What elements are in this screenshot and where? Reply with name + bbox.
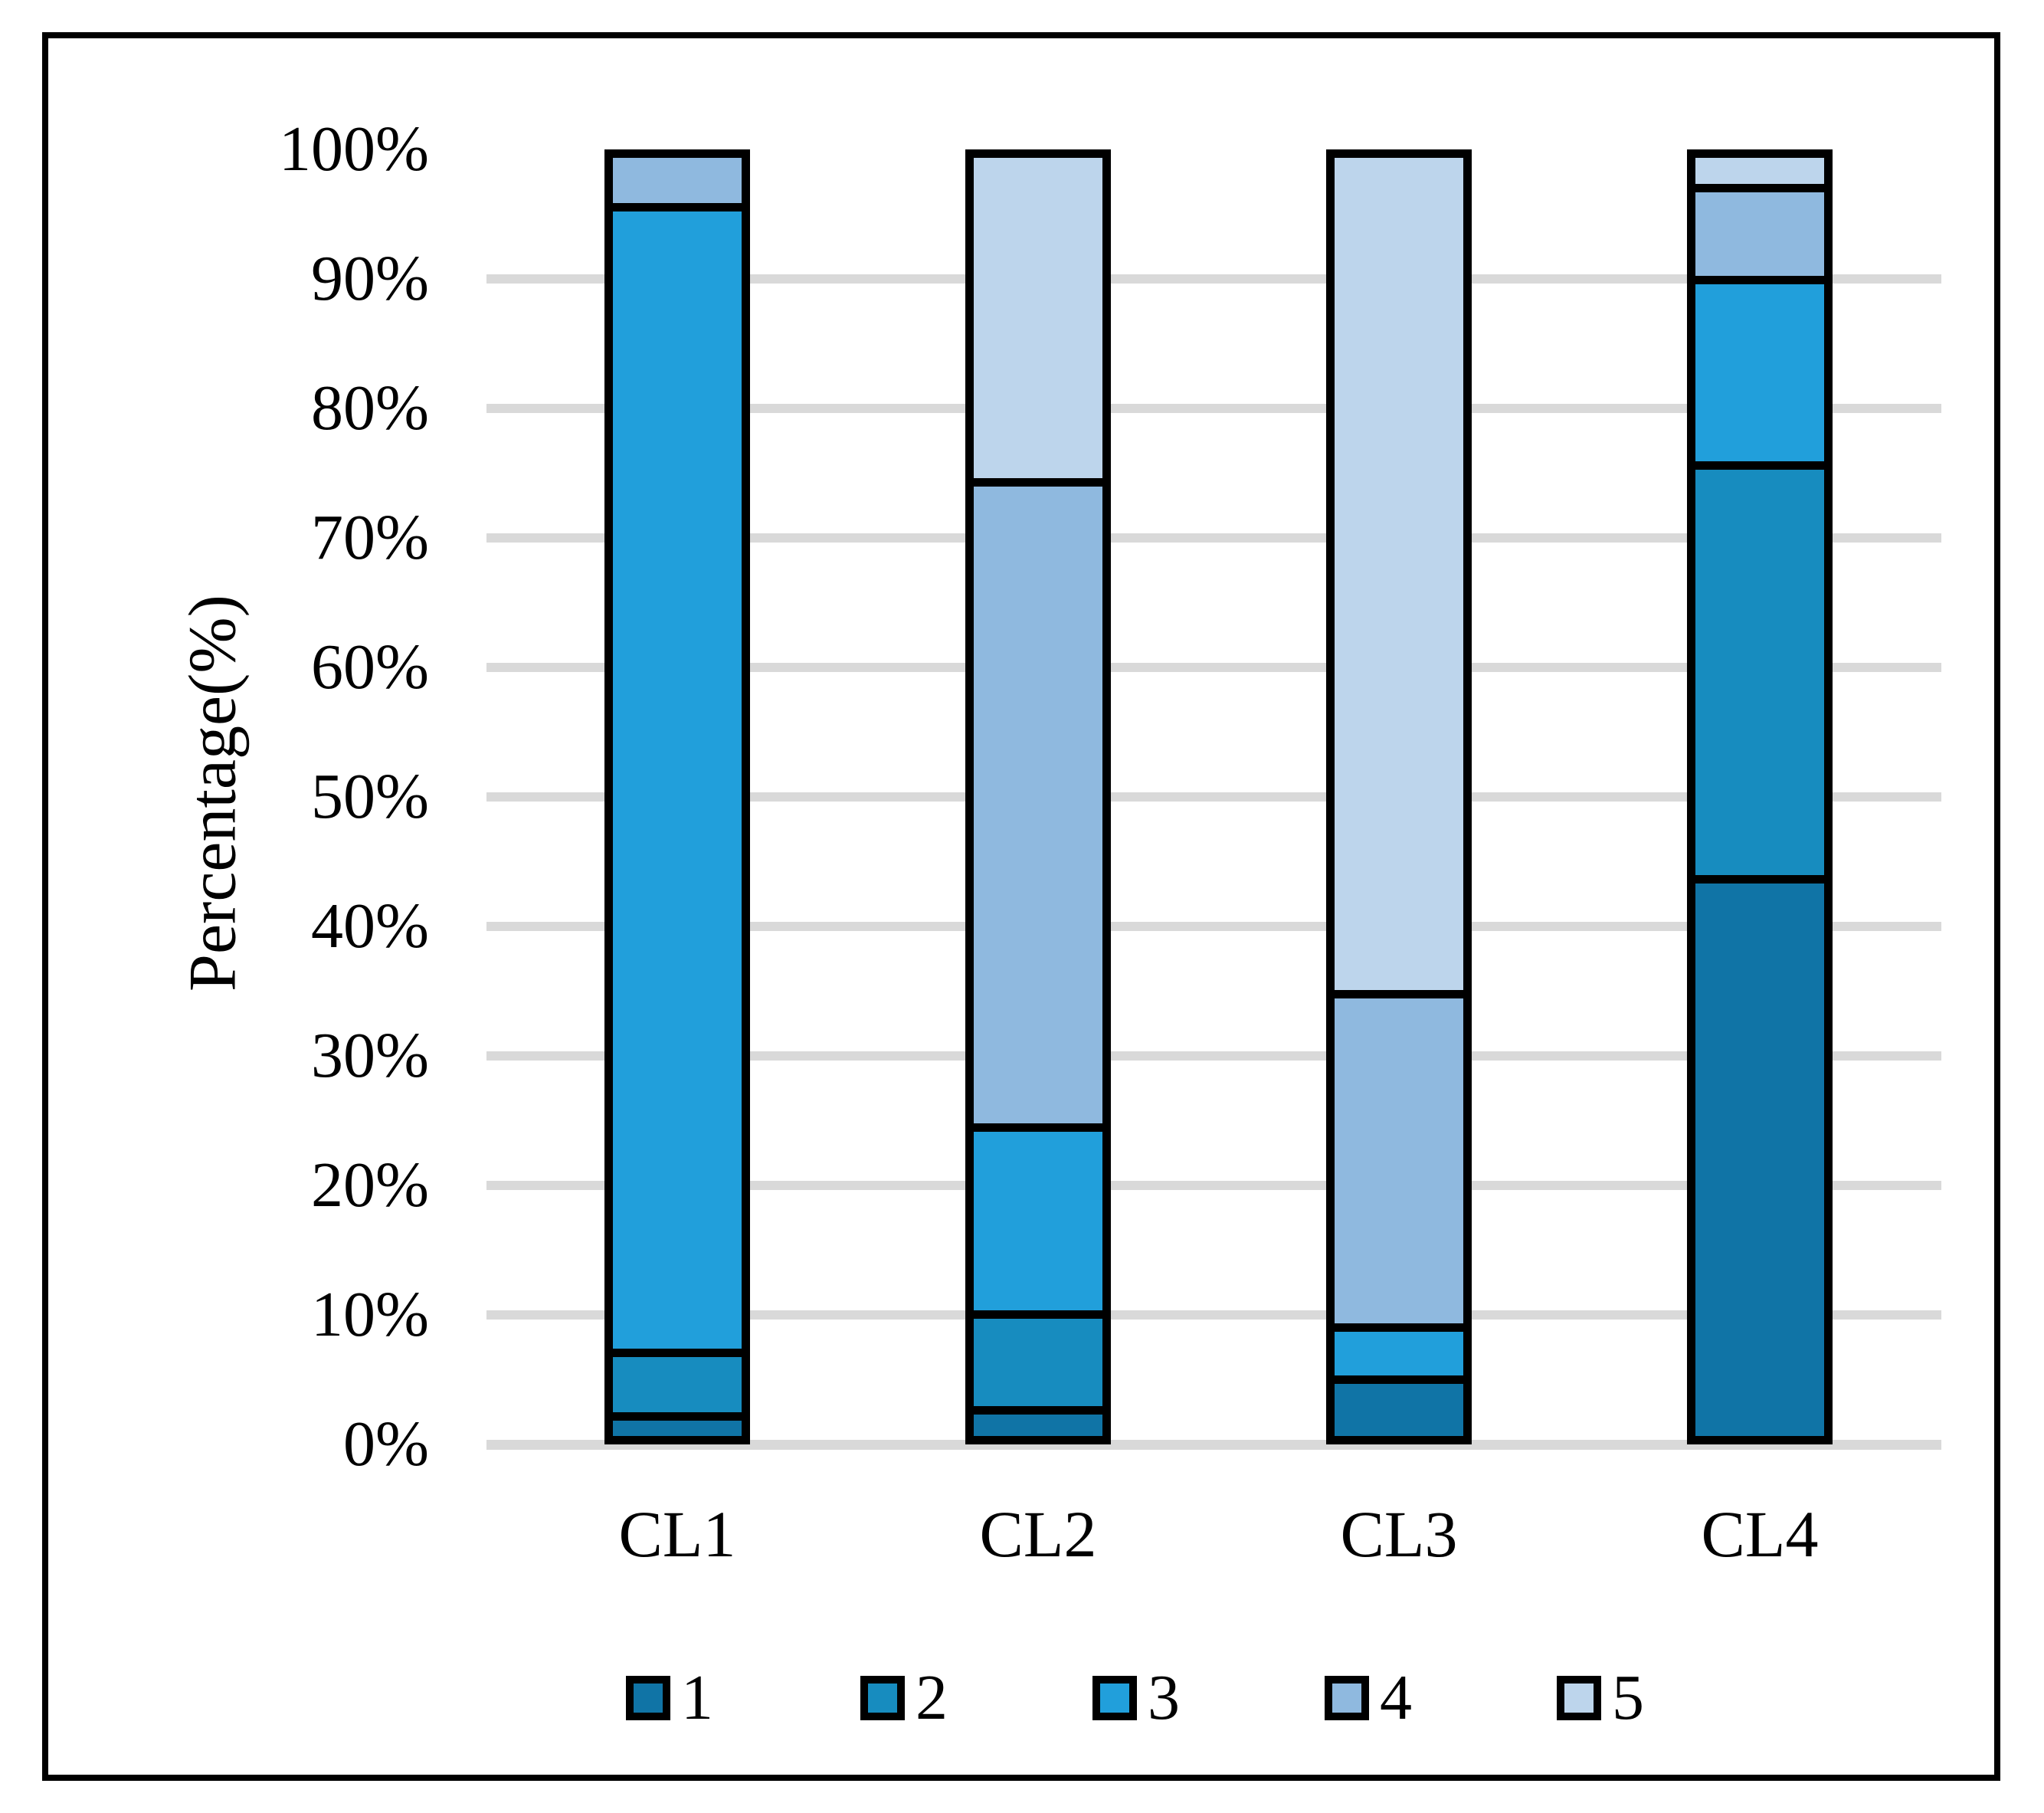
gridline-80% [486,404,1941,413]
legend-swatch-3 [1092,1676,1137,1720]
gridline-40% [486,922,1941,931]
gridline-20% [486,1181,1941,1190]
gridline-30% [486,1051,1941,1061]
bar-segment-CL2-series-3 [974,1132,1102,1319]
gridline-0% [486,1440,1941,1450]
figure-border-frame [42,32,2000,1781]
bar-segment-CL2-series-5 [974,158,1102,487]
legend-label-2: 2 [916,1662,948,1733]
bar-segment-CL3-series-4 [1335,998,1463,1332]
legend-item-1: 1 [626,1662,713,1733]
stacked-bar-CL1 [604,149,750,1444]
stacked-bar-CL3 [1326,149,1472,1444]
y-tick-label-50: 50% [311,761,429,832]
legend-label-3: 3 [1148,1662,1180,1733]
y-tick-label-40: 40% [311,890,429,962]
legend-label-4: 4 [1380,1662,1412,1733]
legend-item-5: 5 [1557,1662,1644,1733]
bar-segment-CL4-series-2 [1695,470,1824,884]
x-tick-label-CL1: CL1 [618,1497,736,1571]
bar-segment-CL2-series-4 [974,487,1102,1132]
bar-segment-CL2-series-2 [974,1319,1102,1415]
x-tick-label-CL3: CL3 [1340,1497,1458,1571]
y-tick-label-0: 0% [343,1408,429,1480]
x-tick-label-CL4: CL4 [1701,1497,1819,1571]
y-tick-label-100: 100% [279,113,429,185]
x-tick-label-CL2: CL2 [979,1497,1097,1571]
bar-segment-CL4-series-1 [1695,884,1824,1436]
legend-swatch-5 [1557,1676,1601,1720]
bar-segment-CL4-series-4 [1695,192,1824,284]
bar-segment-CL4-series-3 [1695,284,1824,470]
y-tick-label-90: 90% [311,243,429,314]
legend-swatch-2 [860,1676,905,1720]
bar-segment-CL4-series-5 [1695,158,1824,192]
legend-label-5: 5 [1612,1662,1644,1733]
bar-segment-CL2-series-1 [974,1415,1102,1436]
legend-item-3: 3 [1092,1662,1180,1733]
y-tick-label-80: 80% [311,372,429,444]
legend-label-1: 1 [681,1662,713,1733]
legend-swatch-4 [1325,1676,1369,1720]
gridline-70% [486,533,1941,543]
gridline-90% [486,274,1941,284]
gridline-50% [486,792,1941,802]
y-tick-label-20: 20% [311,1149,429,1221]
bar-segment-CL1-series-3 [613,211,742,1357]
bar-segment-CL3-series-5 [1335,158,1463,998]
bar-segment-CL3-series-3 [1335,1332,1463,1384]
y-tick-label-30: 30% [311,1020,429,1091]
gridline-60% [486,663,1941,672]
bar-segment-CL1-series-4 [613,158,742,211]
gridline-10% [486,1310,1941,1320]
legend-item-4: 4 [1325,1662,1412,1733]
stacked-bar-CL4 [1687,149,1833,1444]
legend-item-2: 2 [860,1662,948,1733]
bar-segment-CL1-series-1 [613,1421,742,1436]
y-tick-label-70: 70% [311,502,429,573]
bar-segment-CL3-series-1 [1335,1384,1463,1436]
y-tick-label-10: 10% [311,1279,429,1350]
stacked-bar-CL2 [965,149,1111,1444]
y-tick-label-60: 60% [311,631,429,703]
legend-swatch-1 [626,1676,670,1720]
bar-segment-CL1-series-2 [613,1357,742,1421]
